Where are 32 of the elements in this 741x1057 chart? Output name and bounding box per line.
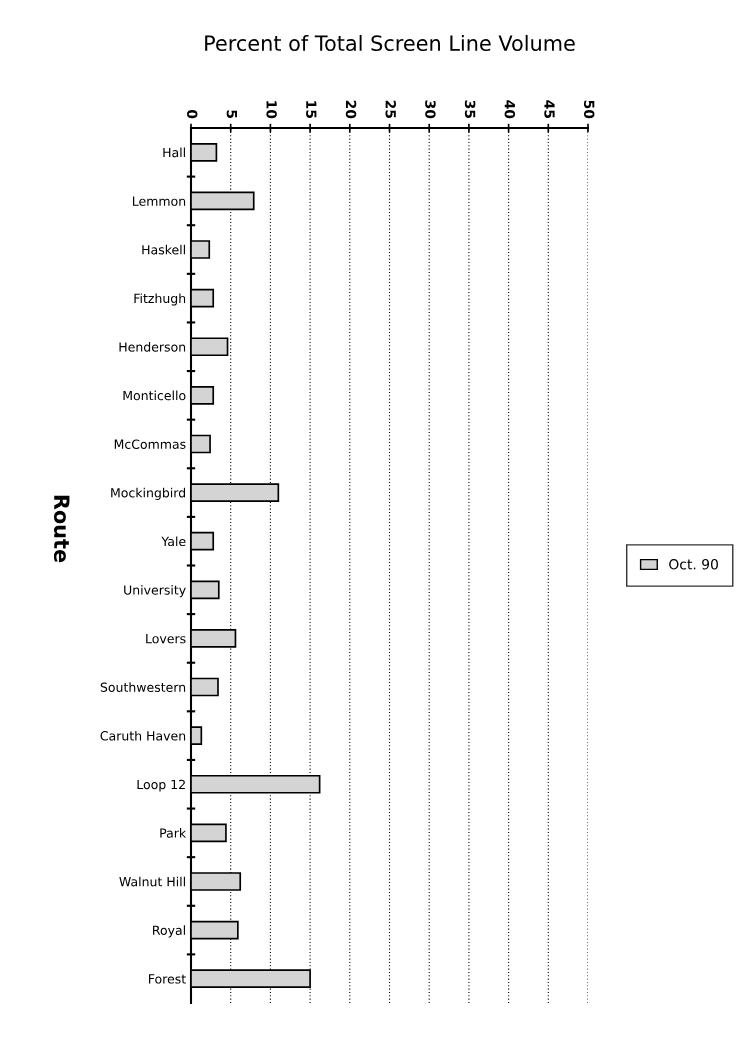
y-tick-label: Walnut Hill — [119, 876, 185, 887]
y-tick-label: Forest — [149, 974, 186, 984]
x-tick-label: 10 — [266, 101, 277, 119]
x-tick-label: 15 — [306, 101, 317, 118]
x-tick-label: 20 — [345, 100, 357, 119]
y-tick-label: McCommas — [114, 439, 186, 449]
legend-label: Oct. 90 — [669, 559, 718, 570]
y-tick-label: Haskell — [142, 244, 185, 255]
y-tick-label: Henderson — [119, 342, 186, 352]
y-tick-label: Lemmon — [133, 196, 186, 206]
y-tick-label: Mockingbird — [111, 487, 185, 500]
x-tick-label: 40 — [504, 100, 516, 119]
y-tick-label: Loop 12 — [137, 779, 185, 792]
y-tick-label: Hall — [163, 147, 185, 158]
y-tick-label: Fitzhugh — [134, 293, 186, 306]
y-tick-label: Royal — [153, 925, 185, 938]
y-tick-label: Monticello — [123, 390, 186, 401]
x-tick-label: 50 — [583, 100, 595, 119]
y-tick-label: Yale — [161, 536, 186, 547]
x-tick-label: 0 — [186, 109, 198, 119]
y-axis-title: Route — [53, 495, 70, 563]
x-tick-label: 45 — [544, 100, 555, 118]
x-tick-label: 30 — [425, 100, 436, 119]
x-tick-label: 25 — [385, 100, 396, 118]
y-tick-label: Lovers — [146, 634, 186, 644]
y-tick-label: Park — [160, 828, 187, 838]
x-tick-label: 5 — [226, 110, 237, 118]
y-tick-label: University — [124, 585, 186, 598]
x-tick-label: 35 — [464, 100, 476, 118]
y-tick-label: Caruth Haven — [100, 730, 186, 741]
chart-title: Percent of Total Screen Line Volume — [205, 34, 575, 52]
y-tick-label: Southwestern — [100, 682, 186, 692]
